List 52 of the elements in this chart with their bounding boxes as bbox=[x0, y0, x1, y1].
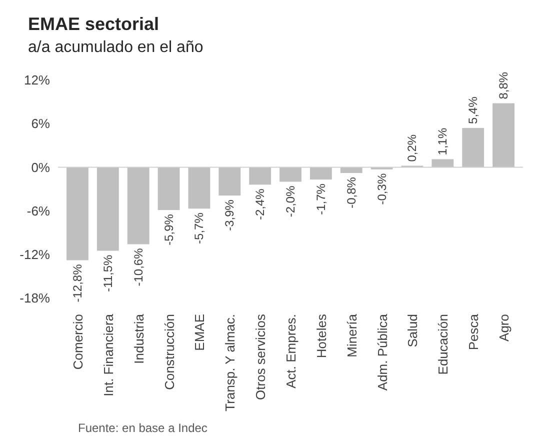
y-tick-label: 6% bbox=[31, 116, 50, 132]
x-tick-label: Comercio bbox=[70, 314, 86, 370]
data-label: 5,4% bbox=[466, 96, 480, 124]
bar bbox=[158, 167, 180, 210]
bar bbox=[127, 167, 150, 244]
x-tick-label: Educación bbox=[436, 314, 451, 375]
data-label: -3,9% bbox=[222, 199, 237, 231]
bar bbox=[432, 159, 454, 168]
x-tick-label: Agro bbox=[496, 314, 512, 342]
x-tick-label: Pesca bbox=[466, 313, 482, 350]
bar bbox=[218, 167, 241, 196]
y-tick-label: -18% bbox=[20, 290, 50, 306]
y-tick-label: 0% bbox=[31, 160, 50, 175]
chart-subtitle: a/a acumulado en el año bbox=[28, 39, 204, 56]
x-tick-label: Transp. Y almac. bbox=[222, 314, 238, 412]
x-tick-label: Act. Empres. bbox=[284, 314, 298, 388]
x-tick-label: Industria bbox=[131, 313, 146, 364]
data-label: -5,9% bbox=[162, 214, 176, 246]
data-label: 1,1% bbox=[436, 128, 450, 156]
data-label: -5,7% bbox=[192, 212, 206, 244]
x-tick-label: Minería bbox=[344, 313, 360, 358]
data-label: -10,6% bbox=[131, 248, 146, 286]
bar bbox=[188, 167, 210, 209]
data-label: -2,0% bbox=[284, 185, 298, 218]
bar bbox=[310, 167, 332, 180]
x-tick-label: Hoteles bbox=[314, 314, 329, 358]
x-tick-label: EMAE bbox=[192, 314, 208, 351]
bar bbox=[96, 167, 119, 251]
data-label: -1,7% bbox=[314, 183, 328, 215]
y-tick-label: 12% bbox=[24, 72, 50, 88]
x-tick-label: Salud bbox=[405, 314, 420, 348]
data-label: 0,2% bbox=[405, 134, 420, 162]
bar bbox=[249, 167, 272, 185]
y-tick-label: -6% bbox=[26, 203, 50, 218]
bar bbox=[340, 167, 362, 174]
bar bbox=[280, 167, 302, 182]
data-label: -0,3% bbox=[374, 173, 389, 205]
x-tick-label: Int. Financiera bbox=[100, 313, 116, 396]
data-label: -2,4% bbox=[253, 188, 268, 220]
x-tick-label: Adm. Pública bbox=[374, 313, 390, 391]
bar bbox=[492, 103, 514, 168]
data-label: -12,8% bbox=[70, 264, 84, 302]
bar bbox=[462, 128, 484, 168]
data-label: -0,8% bbox=[344, 176, 358, 208]
chart-title: EMAE sectorial bbox=[28, 14, 160, 34]
source-note: Fuente: en base a Indec bbox=[78, 421, 208, 435]
x-tick-label: Construcción bbox=[162, 314, 177, 390]
x-tick-label: Otros servicios bbox=[253, 314, 268, 400]
y-tick-label: -12% bbox=[20, 246, 50, 262]
data-label: 8,8% bbox=[496, 72, 511, 100]
bar bbox=[66, 167, 88, 260]
data-label: -11,5% bbox=[100, 254, 115, 292]
